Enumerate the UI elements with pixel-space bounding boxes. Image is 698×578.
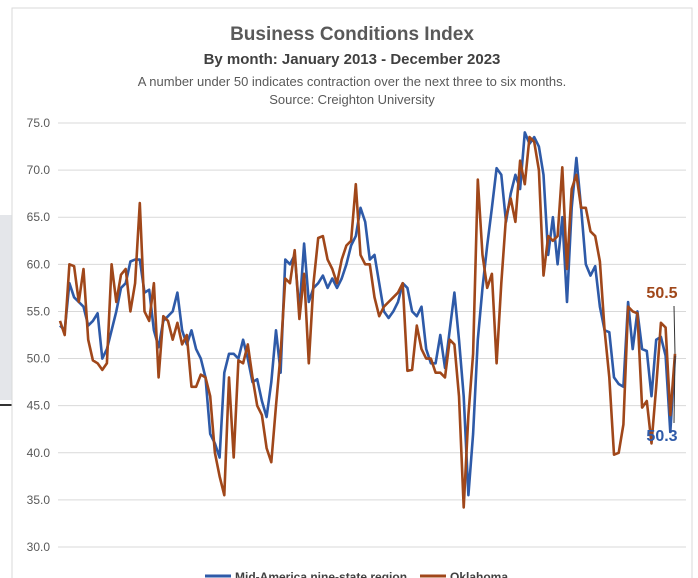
chart-note: A number under 50 indicates contraction … [138, 74, 567, 89]
annotation: 50.5 [646, 285, 677, 302]
chart-card [11, 7, 693, 578]
y-tick-label: 60.0 [27, 257, 51, 271]
legend-label: Mid-America nine-state region [235, 570, 407, 578]
series-line [58, 135, 677, 509]
annotation-leader [673, 305, 676, 354]
y-tick-label: 40.0 [27, 446, 51, 460]
y-tick-label: 50.0 [27, 352, 51, 366]
y-tick-label: 45.0 [27, 399, 51, 413]
chart-title: Business Conditions Index [230, 24, 474, 45]
chart-subtitle: By month: January 2013 - December 2023 [204, 51, 501, 68]
annotation: 50.3 [646, 428, 677, 445]
y-tick-label: 75.0 [27, 116, 51, 130]
background-panel [0, 215, 14, 400]
annotation-leader [673, 355, 676, 424]
y-tick-label: 65.0 [27, 210, 51, 224]
chart-source: Source: Creighton University [269, 92, 435, 107]
y-tick-label: 55.0 [27, 304, 51, 318]
y-tick-label: 70.0 [27, 163, 51, 177]
legend-label: Oklahoma [450, 570, 508, 578]
y-tick-label: 30.0 [27, 540, 51, 554]
y-tick-label: 35.0 [27, 493, 51, 507]
